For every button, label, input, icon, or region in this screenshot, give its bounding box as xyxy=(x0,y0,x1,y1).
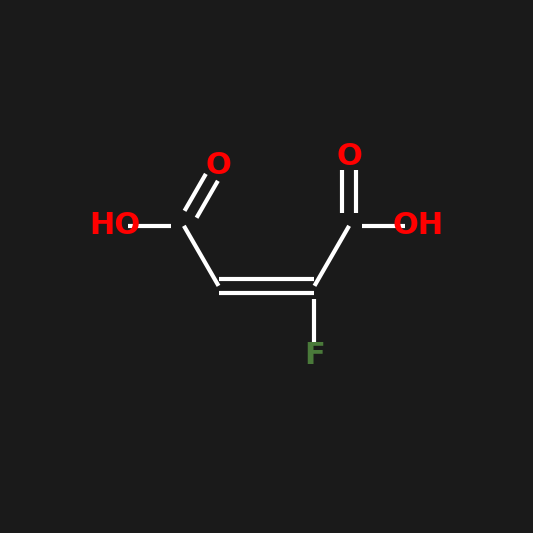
Text: F: F xyxy=(304,341,325,369)
Text: OH: OH xyxy=(393,212,444,240)
Text: HO: HO xyxy=(89,212,140,240)
Text: O: O xyxy=(336,142,362,171)
Text: O: O xyxy=(206,151,231,180)
